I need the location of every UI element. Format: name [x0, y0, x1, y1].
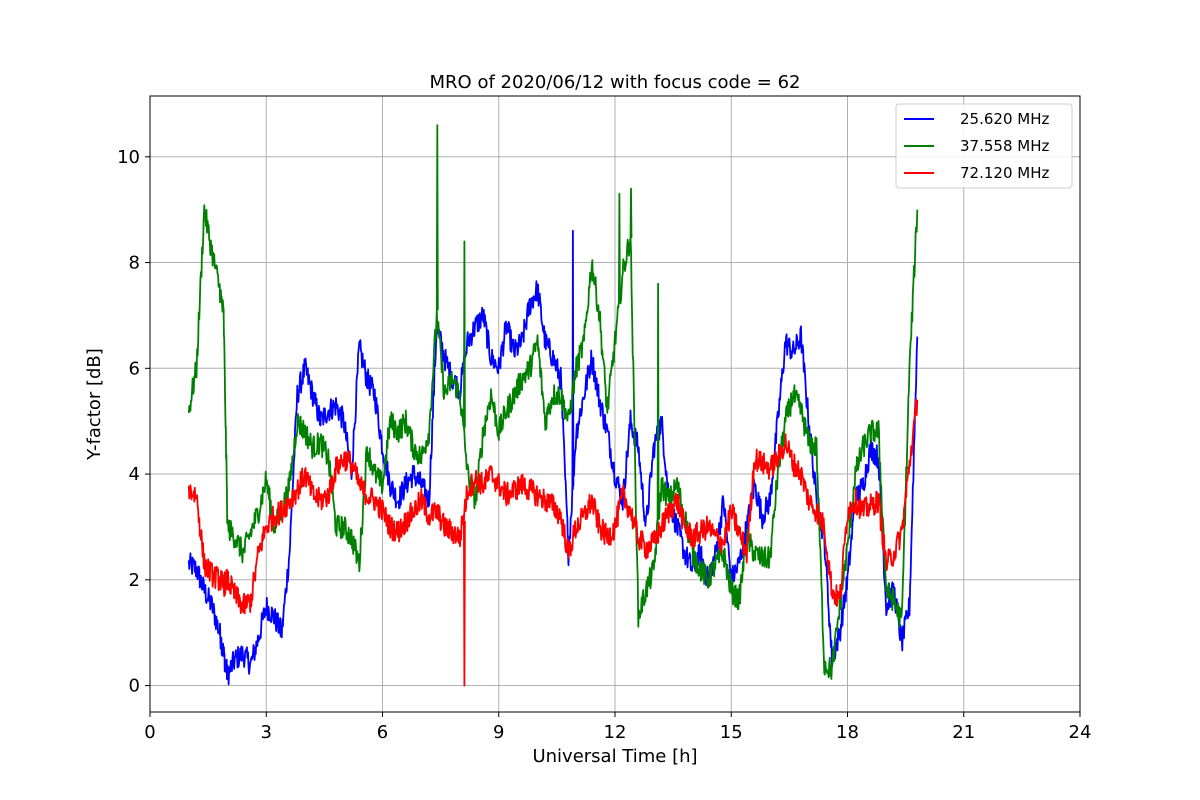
x-tick-label: 6	[377, 722, 388, 743]
series-line-3	[187, 397, 919, 687]
legend-label: 72.120 MHz	[960, 164, 1049, 182]
x-axis-label: Universal Time [h]	[532, 746, 697, 767]
legend: 25.620 MHz 37.558 MHz 72.120 MHz	[895, 103, 1073, 189]
x-tick-label: 18	[836, 722, 859, 743]
x-tick-label: 3	[261, 722, 272, 743]
x-tick-label: 21	[952, 722, 975, 743]
x-tick-label: 0	[144, 722, 155, 743]
series-layer	[187, 124, 919, 687]
legend-label: 37.558 MHz	[960, 137, 1049, 155]
x-tick-label: 24	[1069, 722, 1092, 743]
x-tick-label: 9	[493, 722, 504, 743]
y-tick-label: 2	[129, 570, 140, 591]
y-axis-label: Y-factor [dB]	[84, 348, 105, 461]
legend-box	[895, 103, 1073, 189]
x-tick-label: 12	[604, 722, 627, 743]
x-tick-label: 15	[720, 722, 743, 743]
y-tick-label: 10	[117, 147, 140, 168]
series-line-2	[187, 124, 919, 680]
chart-title: MRO of 2020/06/12 with focus code = 62	[430, 72, 801, 93]
y-tick-label: 6	[129, 358, 140, 379]
series-line-1	[187, 229, 919, 686]
y-tick-label: 4	[129, 464, 140, 485]
y-tick-label: 0	[129, 676, 140, 697]
legend-label: 25.620 MHz	[960, 110, 1049, 128]
y-tick-label: 8	[129, 253, 140, 274]
